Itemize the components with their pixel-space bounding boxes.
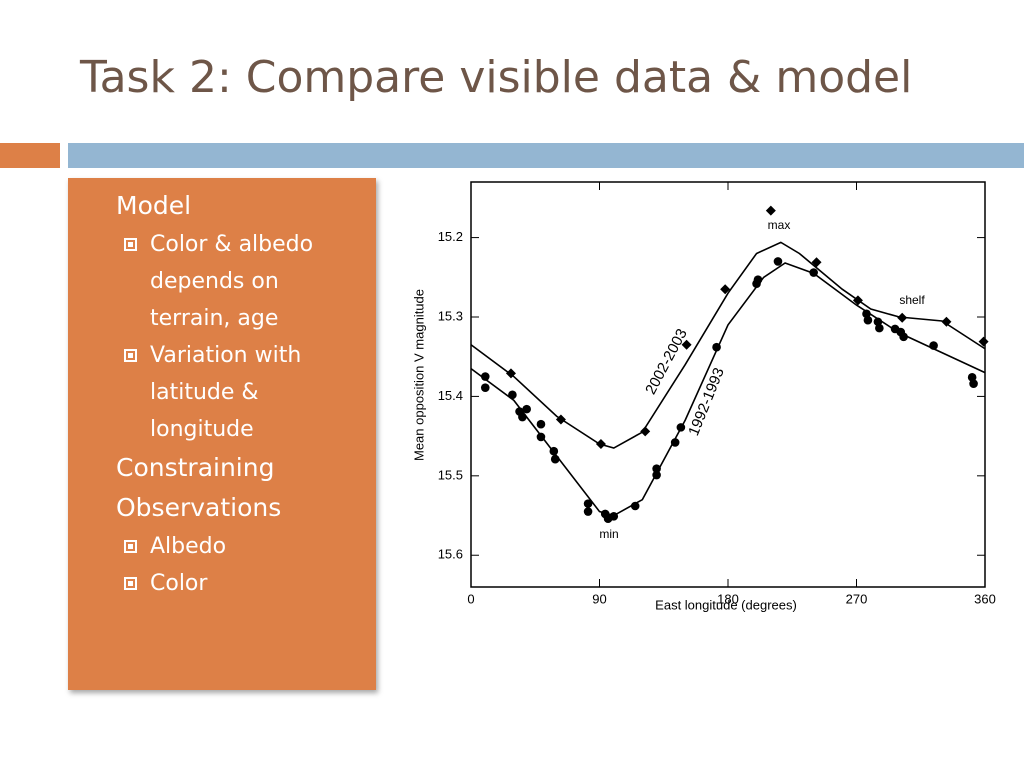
data-point [753,275,763,284]
data-point [712,342,721,352]
data-point [852,295,863,306]
accent-bar [68,143,1024,168]
data-point [941,316,952,327]
x-tick-label: 90 [592,591,606,606]
y-tick-label: 15.5 [438,467,463,482]
data-point [595,439,606,450]
bullet-heading: Model [116,191,192,220]
data-point [676,423,686,432]
data-point [536,419,546,429]
data-point [773,257,783,266]
annotation: shelf [899,293,925,307]
data-point [897,312,908,323]
data-point [899,332,908,342]
x-tick-label: 180 [717,591,739,606]
data-point [765,205,776,216]
annotation: max [768,218,791,232]
x-tick-label: 270 [846,591,868,606]
chart: East longitude (degrees) Mean opposition… [411,181,996,612]
annotation: min [599,527,618,541]
bullet-item: Albedo [116,528,366,565]
data-point [480,383,490,392]
plot-frame [470,181,986,588]
data-point [811,257,822,268]
data-point [549,446,559,456]
x-axis-title: East longitude (degrees) [655,597,797,612]
fit-curve [470,241,986,449]
data-point [583,507,593,516]
accent-bar [0,143,60,168]
data-point [863,315,873,325]
y-tick-label: 15.2 [438,229,463,244]
data-point [875,323,884,333]
curve-label: 1992-1993 [685,365,728,438]
data-point [681,339,692,350]
bullet-heading: Constraining Observations [116,453,282,522]
bullet-item: Color [116,565,366,602]
data-point [809,268,818,277]
bullet-panel: Model Color & albedo depends on terrain, … [68,178,376,690]
x-tick-label: 0 [467,591,474,606]
slide-title: Task 2: Compare visible data & model [80,52,913,103]
data-point [550,454,560,464]
data-point [536,432,546,442]
data-point [555,414,566,425]
curve-label: 2002-2003 [642,326,691,397]
y-tick-label: 15.3 [438,308,463,323]
data-point [652,464,661,473]
x-tick-label: 360 [974,591,996,606]
data-point [640,426,651,437]
data-point [522,404,531,414]
data-point [518,412,527,422]
y-axis-title: Mean opposition V magnitude [411,289,426,461]
data-point [609,512,619,521]
data-point [480,372,490,381]
data-point [652,470,661,480]
data-point [720,284,731,295]
data-point [630,501,640,511]
data-point [929,341,938,350]
bullet-item: Color & albedo depends on terrain, age [116,226,366,337]
fit-curve [470,262,986,517]
data-point [670,438,680,447]
data-point [583,499,593,508]
y-tick-label: 15.6 [438,547,463,562]
data-point [508,390,517,400]
data-point [969,379,978,389]
data-point [505,368,516,379]
bullet-item: Variation with latitude & longitude [116,337,366,448]
y-tick-label: 15.4 [438,388,463,403]
data-point [978,336,989,347]
